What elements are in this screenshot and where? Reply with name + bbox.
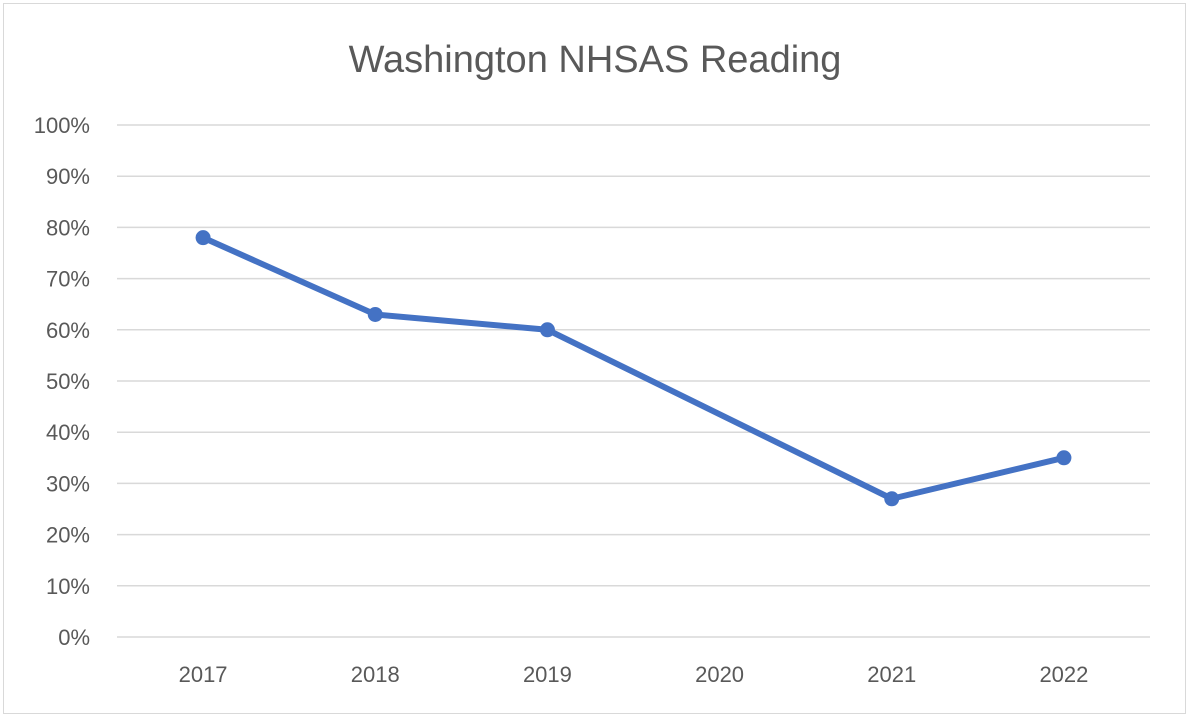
y-tick-label: 10% — [46, 574, 90, 599]
chart-title: Washington NHSAS Reading — [349, 39, 842, 81]
series-layer — [195, 230, 1072, 507]
y-tick-label: 40% — [46, 420, 90, 445]
y-tick-label: 20% — [46, 523, 90, 548]
gridlines — [117, 124, 1150, 638]
y-tick-label: 90% — [46, 164, 90, 189]
x-tick-label: 2018 — [351, 662, 400, 687]
data-point — [367, 306, 383, 322]
x-tick-label: 2022 — [1039, 662, 1088, 687]
y-tick-label: 70% — [46, 267, 90, 292]
chart-frame — [3, 3, 1186, 714]
data-point — [1056, 450, 1072, 466]
data-point — [539, 322, 555, 338]
y-tick-label: 50% — [46, 369, 90, 394]
y-axis-tick-labels: 0% 10% 20% 30% 40% 50% 60% 70% 80% 90% 100% — [34, 113, 90, 650]
data-point — [195, 230, 211, 246]
series-line — [200, 234, 1067, 502]
x-tick-label: 2021 — [867, 662, 916, 687]
x-tick-label: 2017 — [179, 662, 228, 687]
data-point — [884, 491, 900, 507]
y-tick-label: 60% — [46, 318, 90, 343]
y-tick-label: 0% — [58, 625, 90, 650]
x-tick-label: 2019 — [523, 662, 572, 687]
y-tick-label: 30% — [46, 471, 90, 496]
y-tick-label: 80% — [46, 215, 90, 240]
x-tick-label: 2020 — [695, 662, 744, 687]
x-axis-tick-labels: 2017 2018 2019 2020 2021 2022 — [179, 662, 1089, 687]
y-tick-label: 100% — [34, 113, 90, 138]
